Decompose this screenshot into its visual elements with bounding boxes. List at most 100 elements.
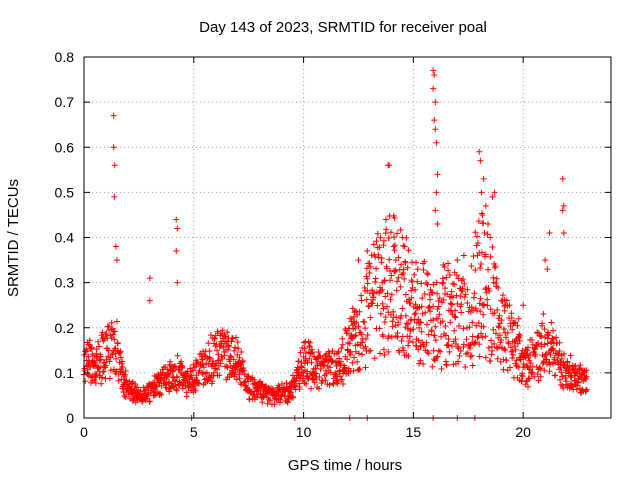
data-point [86, 337, 93, 344]
data-point [534, 371, 541, 378]
data-point [496, 324, 503, 331]
data-point [528, 337, 535, 344]
data-point [405, 247, 412, 254]
data-point [498, 336, 505, 343]
data-point [185, 384, 192, 391]
data-point [420, 361, 427, 368]
data-point [568, 380, 575, 387]
data-point [380, 305, 387, 312]
data-point [482, 202, 489, 209]
data-point [374, 230, 381, 237]
data-point [85, 341, 92, 348]
data-point [401, 243, 408, 250]
data-point [434, 315, 441, 322]
data-point [404, 264, 411, 271]
data-point [326, 381, 333, 388]
data-point [377, 288, 384, 295]
data-point [388, 334, 395, 341]
data-point [459, 285, 466, 292]
data-point [415, 346, 422, 353]
data-point [436, 311, 443, 318]
data-point [433, 189, 440, 196]
data-point [236, 354, 243, 361]
data-point [122, 382, 129, 389]
data-point [293, 374, 300, 381]
data-point [405, 342, 412, 349]
data-point [491, 340, 498, 347]
data-point [117, 348, 124, 355]
data-point [205, 361, 212, 368]
data-point [391, 268, 398, 275]
data-point [370, 290, 377, 297]
data-point [399, 305, 406, 312]
data-point [412, 310, 419, 317]
data-point [460, 341, 467, 348]
data-point [122, 393, 129, 400]
data-point [373, 265, 380, 272]
data-point [542, 257, 549, 264]
data-point [508, 315, 515, 322]
data-point [240, 367, 247, 374]
data-point [362, 364, 369, 371]
data-point [431, 332, 438, 339]
data-point [376, 350, 383, 357]
data-point [481, 301, 488, 308]
data-point [113, 318, 120, 325]
data-point [377, 234, 384, 241]
data-point [468, 352, 475, 359]
x-tick-label: 20 [515, 424, 531, 440]
grid-lines [84, 57, 611, 418]
data-point [409, 278, 416, 285]
data-point [545, 332, 552, 339]
data-point [319, 377, 326, 384]
data-point [434, 171, 441, 178]
axis-ticks [83, 56, 611, 419]
data-point [354, 312, 361, 319]
data-point [440, 279, 447, 286]
data-point [364, 332, 371, 339]
data-point [316, 373, 323, 380]
data-point [322, 351, 329, 358]
data-point [514, 322, 521, 329]
data-point [411, 271, 418, 278]
data-point [222, 333, 229, 340]
data-point [193, 360, 200, 367]
data-point [387, 277, 394, 284]
data-point [528, 370, 535, 377]
data-point [355, 323, 362, 330]
data-point [449, 343, 456, 350]
data-point [422, 309, 429, 316]
data-point [142, 397, 149, 404]
data-point [351, 333, 358, 340]
data-point [416, 324, 423, 331]
data-point [309, 349, 316, 356]
data-point [374, 302, 381, 309]
data-point [296, 386, 303, 393]
data-point [447, 319, 454, 326]
data-point [126, 378, 133, 385]
data-point [421, 258, 428, 265]
data-point [482, 251, 489, 258]
data-point [500, 326, 507, 333]
data-point [546, 368, 553, 375]
data-point [424, 271, 431, 278]
data-point [302, 350, 309, 357]
data-point [214, 347, 221, 354]
data-point [487, 253, 494, 260]
data-point [416, 319, 423, 326]
data-point [551, 354, 558, 361]
data-point [315, 385, 322, 392]
data-point [301, 345, 308, 352]
data-point [477, 308, 484, 315]
y-tick-label: 0 [66, 410, 74, 426]
data-point [333, 377, 340, 384]
data-point [356, 366, 363, 373]
y-tick-label: 0.5 [55, 184, 75, 200]
data-point [203, 369, 210, 376]
data-point [544, 340, 551, 347]
data-point [375, 254, 382, 261]
data-point [438, 365, 445, 372]
data-point [221, 352, 228, 359]
data-point [338, 376, 345, 383]
data-point [482, 354, 489, 361]
